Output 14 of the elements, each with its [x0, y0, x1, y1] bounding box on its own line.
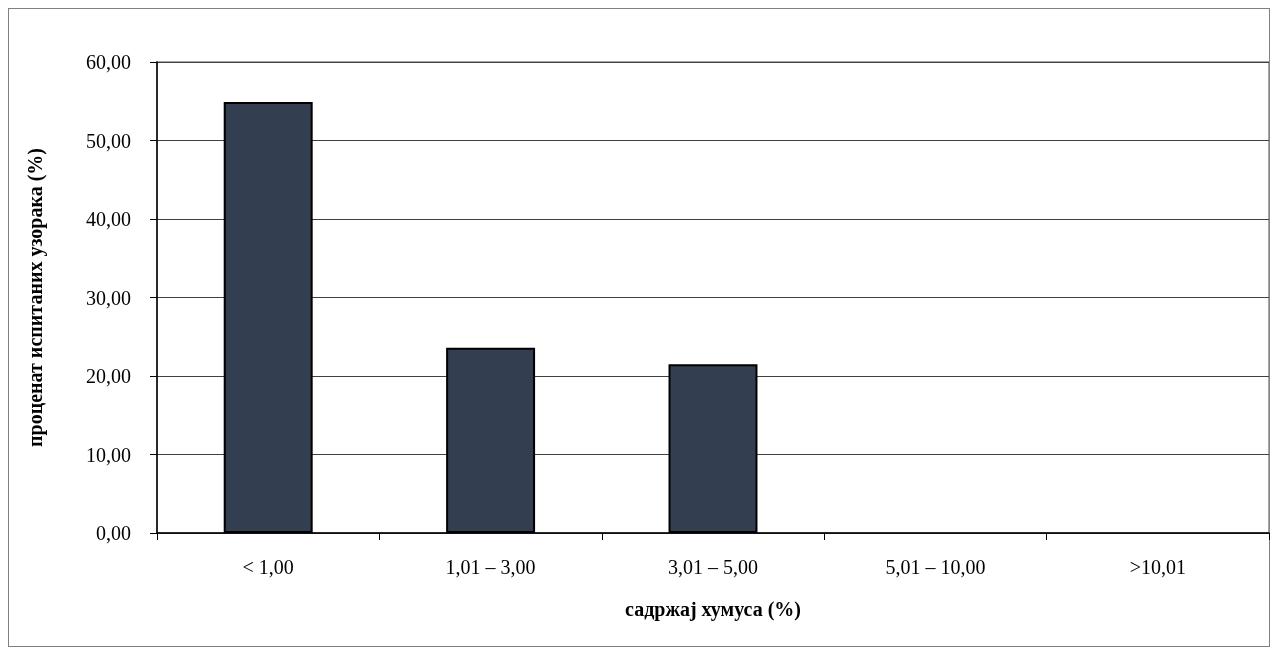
y-tick-label: 50,00 [86, 129, 131, 152]
y-tick-label: 30,00 [86, 286, 131, 309]
y-tick-label: 20,00 [86, 365, 131, 387]
y-tick-label: 40,00 [86, 208, 131, 230]
x-tick-label: 1,01 – 3,00 [445, 556, 536, 578]
y-tick-label: 10,00 [86, 443, 131, 466]
y-axis-title: проценат испитаних узорака (%) [24, 147, 47, 448]
x-tick-label: 5,01 – 10,00 [885, 556, 986, 578]
y-tick-label: 60,00 [86, 51, 131, 73]
x-tick-label: >10,01 [1129, 556, 1186, 578]
y-tick-label: 0,00 [96, 522, 131, 544]
x-axis-title: садржај хумуса (%) [625, 598, 801, 621]
x-tick-label: 3,01 – 5,00 [668, 556, 758, 578]
x-tick-label: < 1,00 [242, 556, 294, 578]
